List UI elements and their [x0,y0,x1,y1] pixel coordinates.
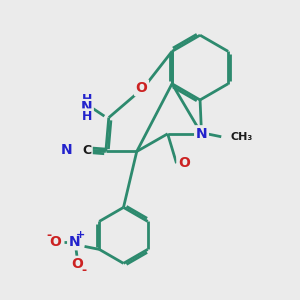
Text: O: O [136,81,147,95]
Text: -: - [81,264,86,277]
Text: N: N [68,235,80,249]
Text: H: H [82,93,92,106]
Text: C: C [82,143,91,157]
Text: O: O [71,257,83,271]
Text: O: O [49,235,61,249]
Text: -: - [46,229,51,242]
Text: H: H [82,110,92,123]
Text: O: O [178,156,190,170]
Text: CH₃: CH₃ [231,132,253,142]
Text: N: N [60,143,72,157]
Text: N: N [81,100,92,114]
Text: +: + [76,230,86,240]
Text: N: N [196,127,207,141]
